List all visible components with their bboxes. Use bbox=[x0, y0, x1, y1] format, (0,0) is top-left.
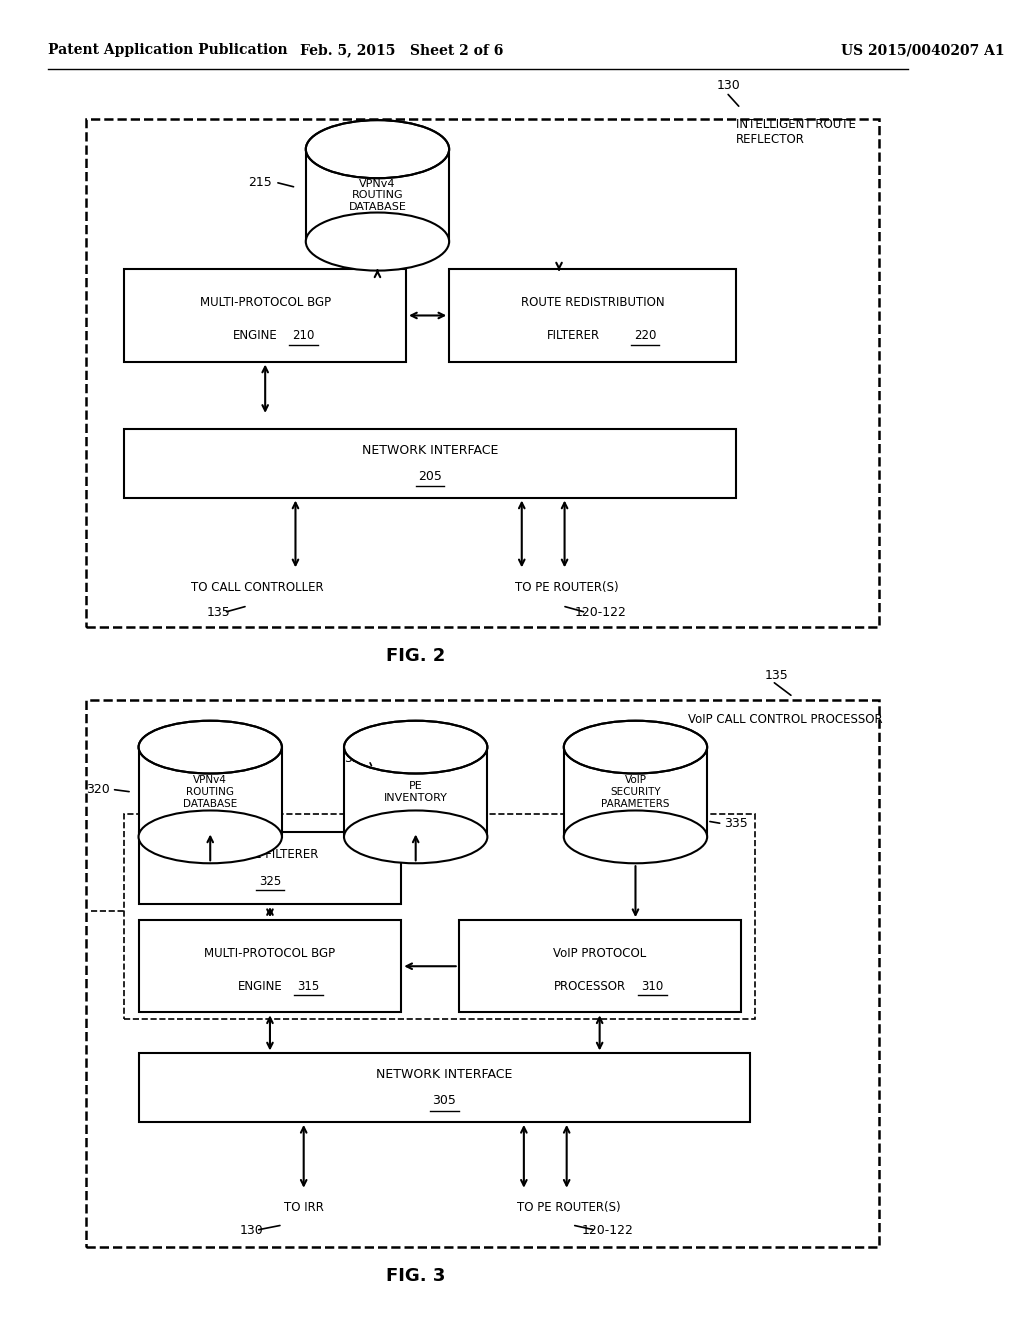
Text: 220: 220 bbox=[634, 329, 656, 342]
Text: PROCESSOR: PROCESSOR bbox=[554, 979, 626, 993]
Text: Feb. 5, 2015   Sheet 2 of 6: Feb. 5, 2015 Sheet 2 of 6 bbox=[300, 44, 503, 57]
Ellipse shape bbox=[344, 810, 487, 863]
FancyBboxPatch shape bbox=[138, 1053, 751, 1122]
Ellipse shape bbox=[564, 810, 708, 863]
Text: VPNv4
ROUTING
DATABASE: VPNv4 ROUTING DATABASE bbox=[183, 775, 238, 809]
Ellipse shape bbox=[564, 721, 708, 774]
Text: TO PE ROUTER(S): TO PE ROUTER(S) bbox=[515, 581, 618, 594]
FancyBboxPatch shape bbox=[138, 920, 401, 1012]
Text: 120-122: 120-122 bbox=[582, 1224, 633, 1237]
Text: TO PE ROUTER(S): TO PE ROUTER(S) bbox=[517, 1201, 621, 1214]
Text: MULTI-PROTOCOL BGP: MULTI-PROTOCOL BGP bbox=[205, 946, 336, 960]
Text: FIG. 3: FIG. 3 bbox=[386, 1267, 445, 1286]
Text: US 2015/0040207 A1: US 2015/0040207 A1 bbox=[841, 44, 1005, 57]
Text: FILTERER: FILTERER bbox=[547, 329, 600, 342]
FancyBboxPatch shape bbox=[124, 269, 407, 362]
FancyBboxPatch shape bbox=[306, 149, 450, 242]
FancyBboxPatch shape bbox=[564, 747, 708, 837]
FancyBboxPatch shape bbox=[138, 747, 282, 837]
Text: TO CALL CONTROLLER: TO CALL CONTROLLER bbox=[190, 581, 324, 594]
Ellipse shape bbox=[344, 721, 487, 774]
Text: ENGINE: ENGINE bbox=[238, 979, 283, 993]
Text: 310: 310 bbox=[641, 979, 664, 993]
Text: 215: 215 bbox=[249, 176, 272, 189]
Text: NETWORK INTERFACE: NETWORK INTERFACE bbox=[361, 444, 499, 457]
Text: 305: 305 bbox=[432, 1094, 457, 1107]
Text: Patent Application Publication: Patent Application Publication bbox=[48, 44, 288, 57]
Text: 210: 210 bbox=[292, 329, 314, 342]
Text: PE
INVENTORY: PE INVENTORY bbox=[384, 781, 447, 803]
Ellipse shape bbox=[306, 213, 450, 271]
FancyBboxPatch shape bbox=[450, 269, 736, 362]
Text: 330: 330 bbox=[344, 752, 368, 766]
Text: 130: 130 bbox=[717, 79, 740, 92]
Ellipse shape bbox=[306, 120, 450, 178]
Ellipse shape bbox=[138, 810, 282, 863]
FancyBboxPatch shape bbox=[138, 832, 401, 904]
Text: FIG. 2: FIG. 2 bbox=[386, 647, 445, 665]
Text: VoIP CALL CONTROL PROCESSOR: VoIP CALL CONTROL PROCESSOR bbox=[688, 713, 883, 726]
Text: INTELLIGENT ROUTE
REFLECTOR: INTELLIGENT ROUTE REFLECTOR bbox=[736, 117, 856, 147]
Text: ROUTE FILTERER: ROUTE FILTERER bbox=[221, 849, 318, 861]
Text: TO IRR: TO IRR bbox=[284, 1201, 324, 1214]
FancyBboxPatch shape bbox=[124, 429, 736, 498]
Text: 120-122: 120-122 bbox=[574, 606, 627, 619]
Text: 325: 325 bbox=[259, 875, 281, 887]
Text: 315: 315 bbox=[297, 979, 319, 993]
Text: VPNv4
ROUTING
DATABASE: VPNv4 ROUTING DATABASE bbox=[348, 178, 407, 213]
Text: NETWORK INTERFACE: NETWORK INTERFACE bbox=[376, 1068, 513, 1081]
Text: ENGINE: ENGINE bbox=[233, 329, 278, 342]
Text: MULTI-PROTOCOL BGP: MULTI-PROTOCOL BGP bbox=[200, 296, 331, 309]
Text: VoIP PROTOCOL: VoIP PROTOCOL bbox=[553, 946, 646, 960]
Text: 135: 135 bbox=[765, 669, 788, 682]
Text: 135: 135 bbox=[207, 606, 230, 619]
Text: ROUTE REDISTRIBUTION: ROUTE REDISTRIBUTION bbox=[520, 296, 665, 309]
Text: VoIP
SECURITY
PARAMETERS: VoIP SECURITY PARAMETERS bbox=[601, 775, 670, 809]
Ellipse shape bbox=[138, 721, 282, 774]
Text: 205: 205 bbox=[418, 470, 442, 483]
FancyBboxPatch shape bbox=[344, 747, 487, 837]
Text: 130: 130 bbox=[240, 1224, 263, 1237]
FancyBboxPatch shape bbox=[459, 920, 740, 1012]
Text: 335: 335 bbox=[724, 817, 749, 830]
Text: 320: 320 bbox=[86, 783, 110, 796]
